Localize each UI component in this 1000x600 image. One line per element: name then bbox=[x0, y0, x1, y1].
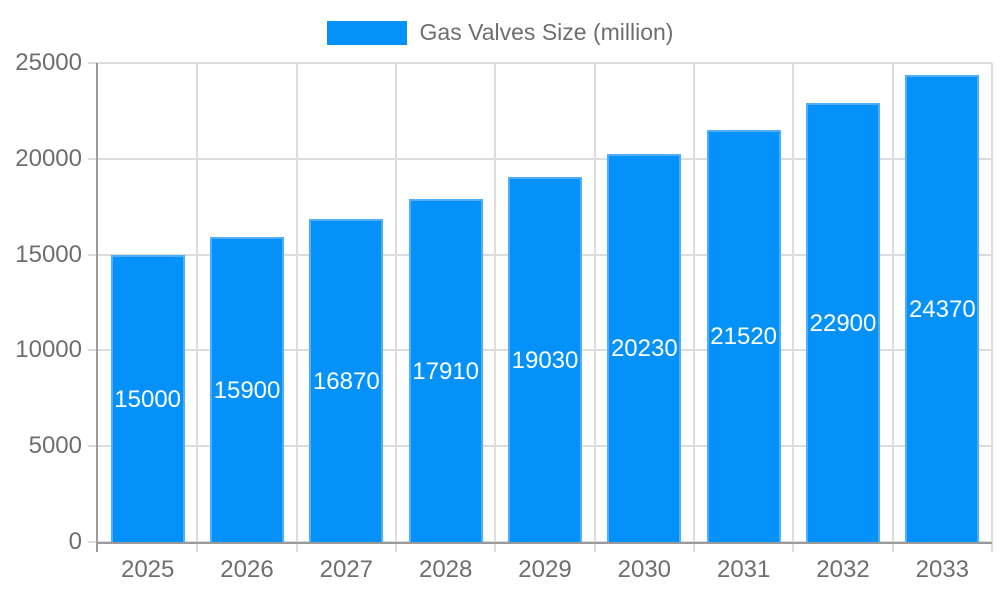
bar-value-label: 17910 bbox=[412, 357, 480, 385]
x-axis-label: 2029 bbox=[518, 556, 572, 583]
bar: 17910 bbox=[408, 199, 483, 542]
x-axis-label: 2027 bbox=[319, 556, 374, 583]
x-gridline bbox=[395, 63, 397, 552]
y-gridline bbox=[88, 157, 992, 160]
bar-value-label: 15000 bbox=[114, 385, 182, 413]
x-gridline bbox=[593, 63, 596, 552]
y-axis-line bbox=[96, 63, 98, 552]
y-axis-label: 10000 bbox=[15, 336, 82, 364]
bar-value-label: 24370 bbox=[908, 295, 976, 323]
y-axis-label: 5000 bbox=[28, 432, 82, 460]
plot-area: 15000 15900 16870 17910 19030 20230 21520 22900… bbox=[98, 63, 992, 542]
x-gridline bbox=[196, 63, 199, 552]
legend-swatch bbox=[326, 20, 407, 45]
bar-value-label: 21520 bbox=[710, 323, 778, 350]
bar: 16870 bbox=[309, 219, 384, 542]
x-axis-label: 2025 bbox=[120, 556, 175, 583]
bar-value-label: 22900 bbox=[809, 309, 877, 337]
bar: 24370 bbox=[905, 75, 980, 542]
x-axis-label: 2031 bbox=[716, 556, 771, 583]
x-gridline bbox=[494, 63, 497, 552]
y-axis-label: 15000 bbox=[15, 240, 82, 268]
y-axis-label: 25000 bbox=[15, 49, 82, 76]
x-axis-line bbox=[96, 542, 992, 544]
x-axis-label: 2033 bbox=[915, 556, 970, 583]
bar: 19030 bbox=[508, 177, 582, 542]
bar: 21520 bbox=[706, 130, 781, 542]
x-gridline bbox=[891, 63, 894, 552]
x-axis-label: 2030 bbox=[617, 556, 672, 583]
bar: 15900 bbox=[210, 237, 284, 542]
x-gridline bbox=[295, 63, 298, 552]
x-gridline bbox=[991, 63, 993, 552]
legend: Gas Valves Size (million) bbox=[0, 20, 1000, 45]
bar-value-label: 19030 bbox=[511, 346, 579, 374]
legend-label: Gas Valves Size (million) bbox=[419, 19, 674, 45]
bar: 20230 bbox=[607, 154, 682, 542]
bar-value-label: 15900 bbox=[213, 376, 281, 404]
y-gridline bbox=[88, 62, 992, 64]
bar-value-label: 16870 bbox=[312, 367, 380, 395]
x-axis-label: 2032 bbox=[816, 556, 870, 583]
bar: 15000 bbox=[110, 255, 185, 542]
x-gridline bbox=[792, 63, 795, 552]
x-axis-label: 2028 bbox=[418, 556, 473, 583]
bar: 22900 bbox=[806, 103, 880, 542]
y-axis-label: 20000 bbox=[15, 144, 82, 172]
x-axis-label: 2026 bbox=[220, 556, 274, 583]
y-axis-label: 0 bbox=[68, 528, 82, 555]
x-gridline bbox=[693, 63, 695, 552]
bar-value-label: 20230 bbox=[610, 335, 678, 362]
